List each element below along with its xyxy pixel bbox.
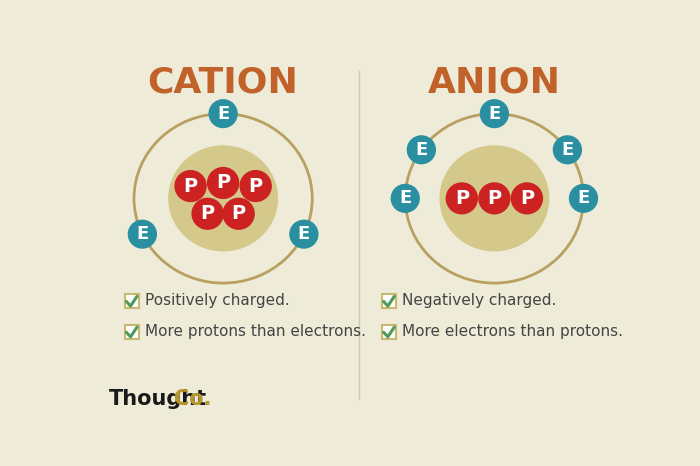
Text: E: E — [217, 105, 230, 123]
FancyBboxPatch shape — [125, 294, 139, 308]
Text: P: P — [232, 204, 246, 223]
Text: P: P — [455, 189, 469, 208]
Circle shape — [512, 183, 542, 214]
Circle shape — [554, 136, 581, 164]
Ellipse shape — [440, 146, 549, 251]
Text: Positively charged.: Positively charged. — [145, 293, 290, 308]
Text: ANION: ANION — [428, 66, 561, 100]
Text: E: E — [415, 141, 428, 159]
Text: E: E — [399, 189, 412, 207]
Circle shape — [407, 136, 435, 164]
Text: E: E — [136, 225, 148, 243]
FancyBboxPatch shape — [382, 325, 396, 338]
Circle shape — [192, 199, 223, 229]
Text: Negatively charged.: Negatively charged. — [402, 293, 556, 308]
Circle shape — [240, 171, 271, 201]
Circle shape — [208, 168, 239, 199]
Circle shape — [223, 199, 254, 229]
Text: P: P — [216, 173, 230, 192]
Text: P: P — [487, 189, 501, 208]
Text: Co.: Co. — [174, 389, 212, 409]
Text: P: P — [248, 177, 262, 196]
Circle shape — [447, 183, 477, 214]
Circle shape — [480, 100, 508, 128]
Text: E: E — [298, 225, 310, 243]
Text: More electrons than protons.: More electrons than protons. — [402, 324, 623, 339]
Text: More protons than electrons.: More protons than electrons. — [145, 324, 366, 339]
Circle shape — [175, 171, 206, 201]
Circle shape — [479, 183, 510, 214]
Text: P: P — [201, 204, 215, 223]
Text: E: E — [489, 105, 500, 123]
Circle shape — [570, 185, 598, 212]
FancyBboxPatch shape — [382, 294, 396, 308]
Ellipse shape — [169, 146, 277, 251]
Text: Thought: Thought — [109, 389, 207, 409]
Circle shape — [391, 185, 419, 212]
Circle shape — [128, 220, 156, 248]
Text: P: P — [183, 177, 197, 196]
Text: CATION: CATION — [148, 66, 299, 100]
Text: E: E — [561, 141, 573, 159]
Circle shape — [209, 100, 237, 128]
Text: E: E — [578, 189, 589, 207]
Text: P: P — [520, 189, 534, 208]
Circle shape — [290, 220, 318, 248]
FancyBboxPatch shape — [125, 325, 139, 338]
